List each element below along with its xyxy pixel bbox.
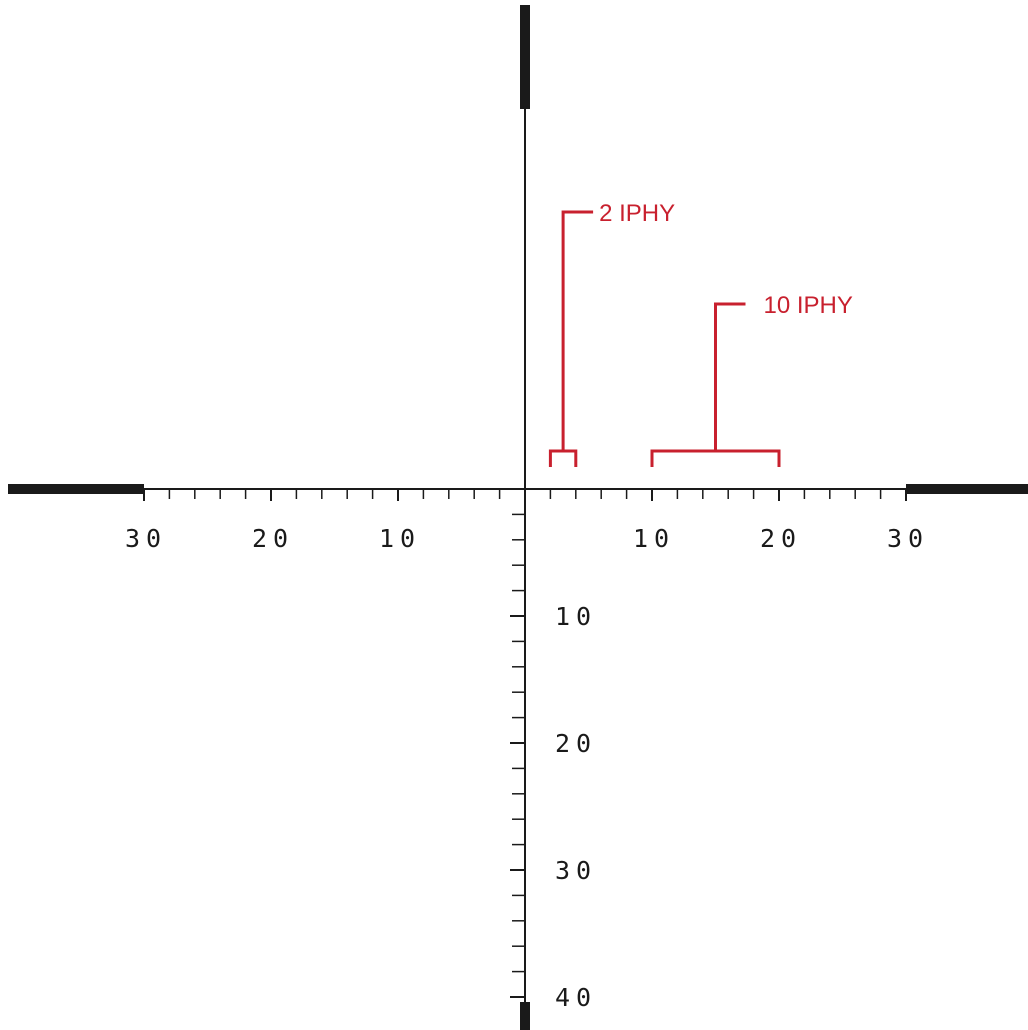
vertical-ticks: [510, 513, 526, 998]
vertical-labels: 10 20 30 40: [555, 602, 597, 1012]
bottom-post: [520, 1002, 530, 1030]
horizontal-labels: 30 20 10 10 20 30: [125, 524, 929, 553]
annotation-label: 2 IPHY: [599, 200, 675, 227]
annotation-bracket: [650, 302, 781, 467]
annotation-10-iphy: 10 IPHY: [650, 292, 853, 467]
v-label-30: 30: [555, 856, 597, 885]
horizontal-ticks: [143, 488, 907, 501]
h-label-left-10: 10: [379, 524, 421, 553]
v-label-10: 10: [555, 602, 597, 631]
annotation-bracket: [548, 210, 594, 467]
right-post: [906, 484, 1028, 494]
h-label-right-10: 10: [633, 524, 675, 553]
h-label-right-20: 20: [760, 524, 802, 553]
thick-posts: [8, 5, 1028, 1030]
h-label-right-30: 30: [887, 524, 929, 553]
annotation-label: 10 IPHY: [764, 292, 853, 319]
annotations: 2 IPHY 10 IPHY: [548, 200, 853, 467]
h-label-left-20: 20: [252, 524, 294, 553]
left-post: [8, 484, 144, 494]
top-post: [520, 5, 530, 109]
h-label-left-30: 30: [125, 524, 167, 553]
v-label-20: 20: [555, 729, 597, 758]
v-label-40: 40: [555, 983, 597, 1012]
annotation-2-iphy: 2 IPHY: [548, 200, 675, 467]
